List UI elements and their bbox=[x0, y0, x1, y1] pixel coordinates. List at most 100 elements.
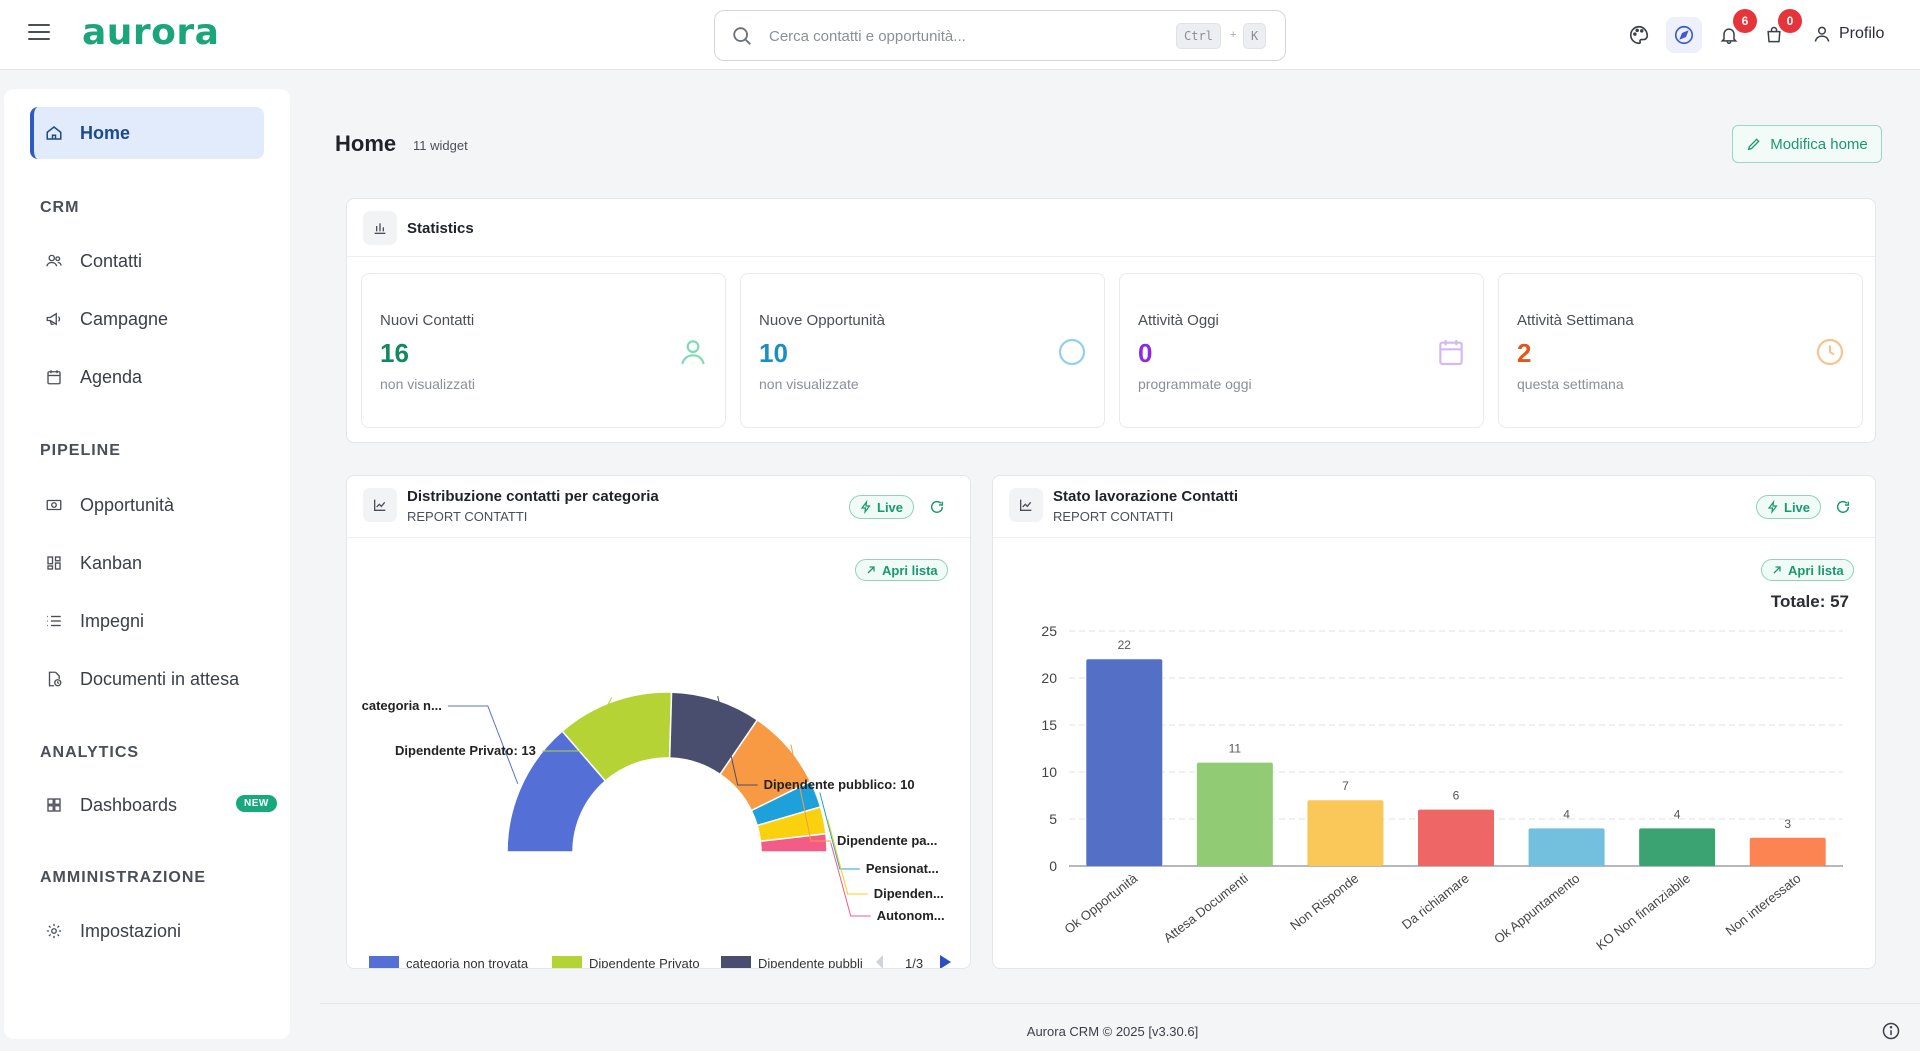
sidebar-item-agenda[interactable]: Agenda bbox=[30, 351, 264, 403]
stat-value: 0 bbox=[1138, 338, 1153, 368]
y-tick-label: 25 bbox=[1041, 623, 1057, 639]
pencil-icon bbox=[1747, 138, 1760, 151]
x-tick-label: Non interessato bbox=[1723, 871, 1804, 939]
app-logo[interactable]: aurora bbox=[82, 12, 220, 53]
pie-label: Dipenden... bbox=[874, 886, 944, 901]
theme-palette-icon[interactable] bbox=[1621, 17, 1657, 53]
stat-nuove-opportunita[interactable]: Nuove Opportunità 10 non visualizzate bbox=[740, 273, 1105, 428]
user-icon bbox=[1814, 26, 1830, 42]
total-label: Totale: 57 bbox=[1770, 592, 1849, 611]
bar[interactable] bbox=[1418, 809, 1494, 866]
bar-value-label: 4 bbox=[1563, 807, 1570, 821]
refresh-icon[interactable] bbox=[1831, 495, 1855, 519]
stat-value: 2 bbox=[1517, 338, 1532, 368]
legend-next-icon[interactable] bbox=[940, 955, 951, 969]
apri-lista-button[interactable]: Apri lista bbox=[1761, 559, 1854, 581]
search-box[interactable]: Ctrl + K bbox=[714, 10, 1286, 61]
gear-icon bbox=[44, 921, 64, 941]
pie-label: Dipendente pubblico: 10 bbox=[764, 777, 915, 792]
stat-attivita-oggi[interactable]: Attività Oggi 0 programmate oggi bbox=[1119, 273, 1484, 428]
cart-badge: 0 bbox=[1778, 9, 1802, 33]
calendar-icon bbox=[1439, 340, 1463, 366]
search-input[interactable] bbox=[769, 23, 1149, 49]
sidebar-item-label: Agenda bbox=[80, 366, 143, 387]
sidebar-item-documenti[interactable]: Documenti in attesa bbox=[30, 653, 264, 705]
profile-menu[interactable]: Profilo bbox=[1812, 24, 1884, 44]
sidebar-item-label: Dashboards bbox=[80, 794, 178, 815]
pie-label: Pensionat... bbox=[866, 861, 939, 876]
sidebar-item-label: Opportunità bbox=[80, 494, 175, 515]
stat-attivita-settimana[interactable]: Attività Settimana 2 questa settimana bbox=[1498, 273, 1863, 428]
legend-item[interactable]: Dipendente Privato bbox=[589, 956, 700, 969]
sidebar-item-label: Campagne bbox=[80, 308, 169, 329]
bar-value-label: 6 bbox=[1453, 789, 1460, 803]
bar[interactable] bbox=[1196, 762, 1273, 866]
bar-chart-icon bbox=[363, 211, 397, 245]
section-pipeline: PIPELINE bbox=[40, 442, 121, 459]
cart-icon[interactable]: 0 bbox=[1756, 9, 1802, 53]
apri-lista-label: Apri lista bbox=[882, 562, 938, 578]
legend-swatch bbox=[721, 956, 751, 968]
edit-home-label: Modifica home bbox=[1770, 135, 1868, 153]
stat-label: Nuovi Contatti bbox=[380, 312, 475, 329]
bar[interactable] bbox=[1086, 659, 1163, 866]
y-tick-label: 15 bbox=[1041, 717, 1057, 733]
x-tick-label: Da richiamare bbox=[1399, 871, 1472, 933]
sidebar-item-impegni[interactable]: Impegni bbox=[30, 595, 264, 647]
pie-label: Autonom... bbox=[877, 908, 945, 923]
notifications-bell-icon[interactable]: 6 bbox=[1711, 9, 1757, 53]
bar[interactable] bbox=[1749, 837, 1826, 866]
stat-nuovi-contatti[interactable]: Nuovi Contatti 16 non visualizzati bbox=[361, 273, 726, 428]
status-header: Stato lavorazione Contatti REPORT CONTAT… bbox=[993, 476, 1875, 538]
distribution-header: Distribuzione contatti per categoria REP… bbox=[347, 476, 970, 538]
status-widget: Stato lavorazione Contatti REPORT CONTAT… bbox=[992, 475, 1876, 969]
info-icon[interactable] bbox=[1881, 1021, 1901, 1041]
dashboard-icon bbox=[44, 795, 64, 815]
shortcut-k-key: K bbox=[1243, 23, 1267, 49]
widget-count: 11 widget bbox=[413, 138, 468, 153]
distribution-widget: Distribuzione contatti per categoria REP… bbox=[346, 475, 971, 969]
new-badge: NEW bbox=[236, 795, 277, 812]
menu-icon[interactable] bbox=[28, 24, 50, 44]
sidebar-item-opportunita[interactable]: Opportunità bbox=[30, 479, 264, 531]
lightning-icon bbox=[1767, 500, 1778, 514]
sidebar-item-campagne[interactable]: Campagne bbox=[30, 293, 264, 345]
bar[interactable] bbox=[1528, 828, 1605, 866]
legend-prev-icon[interactable] bbox=[876, 955, 883, 969]
stat-label: Attività Oggi bbox=[1138, 312, 1219, 329]
x-tick-label: Non Risponde bbox=[1287, 871, 1361, 934]
refresh-icon[interactable] bbox=[925, 495, 949, 519]
list-icon bbox=[44, 611, 64, 631]
pie-label-line bbox=[447, 705, 519, 785]
sidebar-item-label: Impegni bbox=[80, 610, 145, 631]
sidebar-item-home[interactable]: Home bbox=[30, 107, 264, 159]
arrow-up-right-icon bbox=[1773, 566, 1781, 574]
x-tick-label: Attesa Documenti bbox=[1161, 870, 1251, 945]
compass-icon[interactable] bbox=[1666, 17, 1702, 53]
users-icon bbox=[44, 251, 64, 271]
line-chart-icon bbox=[363, 488, 397, 522]
live-label: Live bbox=[1784, 499, 1811, 515]
legend-item[interactable]: categoria non trovata bbox=[406, 956, 529, 969]
statistics-widget: Statistics Nuovi Contatti 16 non visuali… bbox=[346, 198, 1876, 443]
clock-icon bbox=[1816, 338, 1844, 366]
sidebar-item-contatti[interactable]: Contatti bbox=[30, 235, 264, 287]
status-subtitle: REPORT CONTATTI bbox=[1053, 509, 1174, 524]
sidebar-item-impostazioni[interactable]: Impostazioni bbox=[30, 905, 264, 957]
kanban-icon bbox=[44, 553, 64, 573]
bar-value-label: 4 bbox=[1674, 807, 1681, 821]
stat-sub: non visualizzati bbox=[380, 376, 475, 392]
sidebar-item-dashboards[interactable]: Dashboards NEW bbox=[30, 779, 277, 831]
bar[interactable] bbox=[1639, 828, 1716, 866]
edit-home-button[interactable]: Modifica home bbox=[1732, 125, 1882, 163]
legend-item[interactable]: Dipendente pubbli bbox=[758, 956, 863, 969]
live-badge: Live bbox=[849, 495, 915, 519]
shortcut-plus: + bbox=[1230, 29, 1237, 41]
shortcut-ctrl-key: Ctrl bbox=[1176, 23, 1221, 49]
apri-lista-button[interactable]: Apri lista bbox=[855, 559, 948, 581]
pie-label-line bbox=[790, 744, 831, 842]
bar[interactable] bbox=[1307, 800, 1384, 866]
sidebar-item-kanban[interactable]: Kanban bbox=[30, 537, 264, 589]
profile-label: Profilo bbox=[1839, 25, 1885, 42]
stat-label: Attività Settimana bbox=[1517, 312, 1634, 329]
